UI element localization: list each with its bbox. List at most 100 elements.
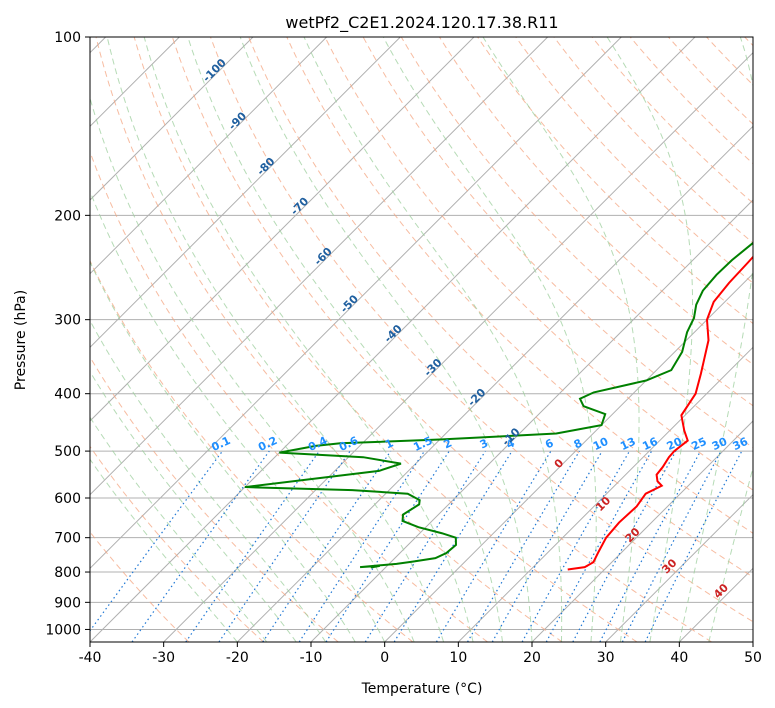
background-lines [90,37,753,642]
dry-adiabat-line [439,37,753,366]
y-tick-label: 900 [54,595,81,611]
moist-adiabat-line [382,37,597,642]
mixing-ratio-line [466,450,580,642]
mixing-ratio-line [644,450,743,642]
mixing-ratio-line [298,450,425,642]
mixing-ratio-line [218,450,351,642]
mixing-ratio-line [545,450,653,642]
isotherm-label: -20 [465,386,488,409]
dry-adiabat-line [477,37,753,325]
mixing-ratio-line [185,450,320,642]
dry-adiabat-line [248,37,753,578]
mixing-ratio-label: 6 [543,436,556,451]
x-axis: -40 -30 -20 -10 0 10 20 30 40 50 [79,642,762,666]
mixing-ratio-line [262,450,392,642]
isotherm-line [163,51,753,642]
moist-adiabat-line [143,37,474,642]
moist-adiabat-line [482,37,640,642]
dry-adiabat-line [515,37,753,284]
y-axis-label: Pressure (hPa) [13,290,29,390]
dry-adiabat-line [362,37,753,449]
x-tick-label: 10 [449,650,467,666]
mixing-ratio-line [325,450,450,642]
moist-adiabat-line [303,37,563,642]
x-tick-label: -30 [152,650,175,666]
dry-adiabat-line [90,150,488,642]
moist-adiabat-line [90,96,415,642]
mixing-ratio-line [90,450,223,632]
dry-adiabat-line [210,37,753,623]
x-tick-label: 0 [380,650,389,666]
isotherm-line [90,37,549,496]
mixing-ratio-line [572,450,677,642]
mixing-ratio-label: 16 [640,435,660,453]
mixing-ratio-label: 30 [710,435,730,453]
mixing-ratio-label: 13 [618,435,637,453]
y-tick-label: 100 [54,30,81,46]
moist-adiabat-line [90,260,356,642]
mixing-ratio-line [521,450,631,642]
y-tick-label: 1000 [45,622,81,638]
moist-adiabat-line [708,465,753,642]
isotherm-line [678,567,753,642]
adiabat-label: 40 [711,581,731,601]
mixing-ratio-label: 36 [731,435,751,453]
mixing-ratio-label: 20 [665,435,685,453]
dry-adiabat-line [90,356,339,642]
data-lines [244,241,753,571]
y-tick-label: 300 [54,313,81,329]
x-tick-label: 30 [597,650,615,666]
isotherm-line [531,420,753,642]
dry-adiabat-line [90,259,414,642]
x-tick-label: -10 [300,650,323,666]
isotherm-label: -60 [312,245,335,268]
isotherm-label: -10 [499,425,522,448]
dry-adiabat-line [324,37,753,491]
isotherm-line [90,37,328,275]
y-tick-label: 700 [54,531,81,547]
isotherm-label: -50 [338,292,361,315]
isotherm-label: -40 [382,322,405,345]
mixing-ratio-line [393,450,513,642]
isotherm-line [90,37,622,570]
x-tick-label: 20 [523,650,541,666]
isotherm-label: -100 [200,56,229,85]
isotherm-line [90,37,254,201]
temperature-profile [567,255,753,571]
moist-adiabat-line [606,37,694,642]
mixing-ratio-line [599,450,702,642]
y-tick-label: 200 [54,208,81,224]
isotherm-line [90,37,475,422]
y-tick-label: 500 [54,444,81,460]
dry-adiabat-line [90,445,264,642]
dry-adiabat-line [171,37,712,642]
dry-adiabat-line [706,37,753,86]
mixing-ratio-label: 10 [591,435,611,453]
isotherm-label: -30 [421,356,444,379]
moist-adiabat-line [90,319,327,642]
dry-adiabat-line [400,37,753,407]
plot-frame [89,36,754,643]
y-tick-label: 800 [54,565,81,581]
moist-adiabat-line [90,458,238,642]
isotherm-line [605,493,753,642]
moist-adiabat-line [678,37,753,642]
isotherm-label: -80 [254,155,277,178]
dewpoint-profile [244,241,753,569]
moist-adiabat-line [90,189,386,642]
isotherm-line [90,37,696,642]
y-tick-label: 400 [54,387,81,403]
x-tick-label: -20 [226,650,249,666]
dry-adiabat-line [629,37,753,165]
mixing-ratio-line [131,450,270,642]
y-axis: 100 200 300 400 500 600 700 800 900 1000 [45,30,90,638]
moist-adiabat-line [187,37,504,642]
dry-adiabat-line [95,37,563,642]
x-tick-label: 40 [670,650,688,666]
chart-title: wetPf2_C2E1.2024.120.17.38.R11 [285,13,558,33]
isotherm-line [384,272,753,642]
mixing-ratio-line [491,450,603,642]
dry-adiabat-line [591,37,753,204]
x-axis-label: Temperature (°C) [361,681,483,697]
